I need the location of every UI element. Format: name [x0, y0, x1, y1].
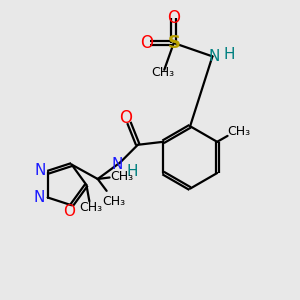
- Text: CH₃: CH₃: [227, 125, 250, 138]
- Text: N: N: [33, 190, 44, 205]
- Text: CH₃: CH₃: [151, 66, 174, 79]
- Text: CH₃: CH₃: [103, 195, 126, 208]
- Text: N: N: [208, 49, 220, 64]
- Text: O: O: [167, 9, 180, 27]
- Text: H: H: [126, 164, 138, 179]
- Text: CH₃: CH₃: [79, 201, 102, 214]
- Text: H: H: [223, 47, 235, 62]
- Text: O: O: [119, 109, 132, 127]
- Text: CH₃: CH₃: [110, 169, 133, 182]
- Text: S: S: [167, 34, 180, 52]
- Text: N: N: [112, 157, 123, 172]
- Text: N: N: [34, 164, 46, 178]
- Text: O: O: [140, 34, 154, 52]
- Text: O: O: [63, 204, 75, 219]
